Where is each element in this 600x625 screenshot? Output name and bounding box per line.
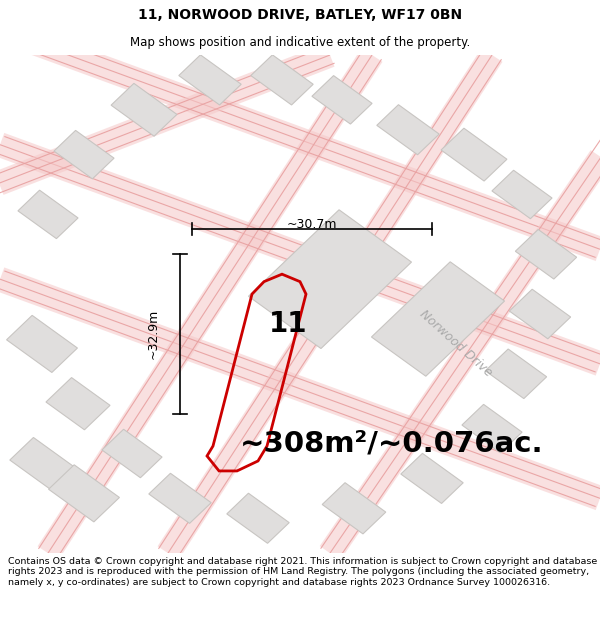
Polygon shape [149, 473, 211, 523]
Polygon shape [251, 55, 313, 105]
Polygon shape [10, 438, 74, 489]
Polygon shape [401, 453, 463, 504]
Text: Map shows position and indicative extent of the property.: Map shows position and indicative extent… [130, 36, 470, 49]
Text: Contains OS data © Crown copyright and database right 2021. This information is : Contains OS data © Crown copyright and d… [8, 557, 597, 586]
Polygon shape [102, 429, 162, 478]
Polygon shape [111, 83, 177, 136]
Polygon shape [312, 76, 372, 124]
Polygon shape [485, 349, 547, 399]
Text: Norwood Drive: Norwood Drive [417, 308, 495, 380]
Polygon shape [7, 316, 77, 372]
Polygon shape [179, 55, 241, 105]
Polygon shape [492, 170, 552, 219]
Polygon shape [441, 128, 507, 181]
Polygon shape [462, 404, 522, 453]
Polygon shape [18, 190, 78, 239]
Polygon shape [227, 493, 289, 543]
Polygon shape [49, 465, 119, 522]
Polygon shape [377, 104, 439, 155]
Text: 11: 11 [269, 310, 307, 338]
Text: ~30.7m: ~30.7m [287, 218, 337, 231]
Polygon shape [248, 210, 412, 349]
Text: ~308m²/~0.076ac.: ~308m²/~0.076ac. [240, 429, 544, 458]
Polygon shape [54, 131, 114, 179]
Polygon shape [515, 229, 577, 279]
Polygon shape [46, 378, 110, 430]
Text: 11, NORWOOD DRIVE, BATLEY, WF17 0BN: 11, NORWOOD DRIVE, BATLEY, WF17 0BN [138, 8, 462, 22]
Polygon shape [322, 482, 386, 534]
Text: ~32.9m: ~32.9m [146, 309, 160, 359]
Polygon shape [509, 289, 571, 339]
Polygon shape [371, 262, 505, 376]
